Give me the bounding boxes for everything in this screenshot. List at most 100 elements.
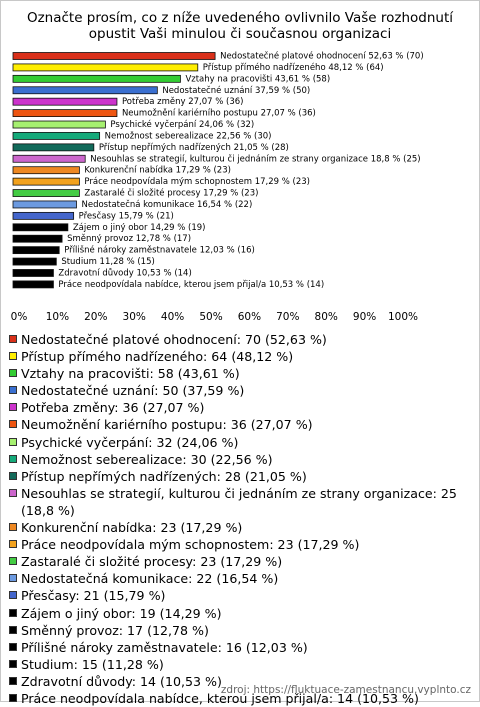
- legend-label: Zastaralé či složité procesy: 23 (17,29 …: [21, 554, 283, 570]
- legend-swatch: [9, 352, 17, 361]
- x-tick-label: 80%: [315, 311, 338, 323]
- x-tick-label: 10%: [46, 311, 69, 323]
- legend-swatch: [9, 471, 17, 480]
- bar: [12, 86, 158, 95]
- bar-label: Nedostatečné uznání 37,59 % (50): [162, 85, 310, 96]
- bar: [12, 154, 86, 163]
- legend-swatch: [9, 488, 17, 497]
- legend-swatch: [9, 437, 17, 446]
- bar: [12, 189, 80, 197]
- x-tick-label: 50%: [199, 311, 222, 323]
- legend-swatch: [9, 335, 17, 343]
- legend-item: Přesčasy: 21 (15,79 %): [7, 587, 475, 604]
- legend-item: Zastaralé či složité procesy: 23 (17,29 …: [7, 553, 475, 570]
- bar: [12, 211, 75, 220]
- legend-label: Práce neodpovídala mým schopnostem: 23 (…: [21, 537, 360, 553]
- bar: [12, 177, 80, 186]
- legend-item: Nesouhlas se strategií, kulturou či jedn…: [7, 485, 475, 519]
- legend-label: Nedostatečná komunikace: 22 (16,54 %): [21, 571, 279, 587]
- legend-swatch: [9, 608, 17, 617]
- legend-label: Vztahy na pracovišti: 58 (43,61 %): [21, 366, 240, 382]
- bar: [12, 143, 95, 152]
- bar-label: Práce neodpovídala nabídce, kterou jsem …: [58, 280, 324, 290]
- legend-item: Potřeba změny: 36 (27,07 %): [7, 399, 475, 416]
- legend-item: Vztahy na pracovišti: 58 (43,61 %): [7, 365, 475, 382]
- bar-label: Práce neodpovídala mým schopnostem 17,29…: [84, 177, 310, 187]
- legend-label: Neumožnění kariérního postupu: 36 (27,07…: [21, 417, 313, 433]
- chart-title: Označte prosím, co z níže uvedeného ovli…: [27, 10, 454, 26]
- legend-label: Zdravotní důvody: 14 (10,53 %): [21, 673, 222, 689]
- bar: [12, 280, 54, 289]
- x-tick-label: 30%: [123, 311, 146, 323]
- legend-item: Nedostatečná komunikace: 22 (16,54 %): [7, 570, 475, 587]
- legend-swatch: [9, 625, 17, 634]
- legend-label: Směnný provoz: 17 (12,78 %): [21, 622, 209, 638]
- bar-label: Potřeba změny 27,07 % (36): [122, 97, 244, 107]
- legend-swatch: [9, 591, 17, 600]
- legend-item: Konkurenční nabídka: 23 (17,29 %): [7, 519, 475, 536]
- legend-swatch: [9, 454, 17, 463]
- bar: [12, 257, 57, 266]
- legend-label: Konkurenční nabídka: 23 (17,29 %): [21, 520, 243, 536]
- legend-swatch: [9, 523, 17, 532]
- legend-swatch: [9, 386, 17, 395]
- legend-label: Nesouhlas se strategií, kulturou či jedn…: [21, 485, 457, 518]
- legend-item: Práce neodpovídala mým schopnostem: 23 (…: [7, 536, 475, 553]
- legend-label: Přesčasy: 21 (15,79 %): [21, 588, 166, 604]
- legend-item: Nemožnost seberealizace: 30 (22,56 %): [7, 451, 475, 468]
- bar-label: Konkurenční nabídka 17,29 % (23): [84, 165, 231, 176]
- bar: [12, 269, 54, 277]
- legend-swatch: [9, 540, 17, 549]
- bar: [12, 120, 106, 129]
- x-tick-label: 20%: [84, 311, 107, 323]
- bar-label: Neumožnění kariérního postupu 27,07 % (3…: [122, 108, 316, 119]
- legend-swatch: [9, 642, 17, 651]
- bar: [12, 74, 181, 83]
- x-tick-label: 90%: [353, 311, 376, 323]
- legend-item: Psychické vyčerpání: 32 (24,06 %): [7, 434, 475, 451]
- legend-label: Přístup nepřímých nadřízených: 28 (21,05…: [21, 468, 307, 484]
- legend-item: Směnný provoz: 17 (12,78 %): [7, 622, 475, 639]
- bar-label: Psychické vyčerpání 24,06 % (32): [110, 119, 254, 130]
- legend-item: Přístup přímého nadřízeného: 64 (48,12 %…: [7, 348, 475, 365]
- legend-item: Přílišné nároky zaměstnavatele: 16 (12,0…: [7, 639, 475, 656]
- bar: [12, 234, 63, 243]
- legend-item: Neumožnění kariérního postupu: 36 (27,07…: [7, 416, 475, 433]
- bar: [12, 63, 199, 72]
- bar-label: Zastaralé či složité procesy 17,29 % (23…: [84, 188, 258, 199]
- legend-label: Přílišné nároky zaměstnavatele: 16 (12,0…: [21, 639, 308, 655]
- bar-label: Zdravotní důvody 10,53 % (14): [58, 267, 191, 278]
- legend-item: Zdravotní důvody: 14 (10,53 %): [7, 673, 475, 690]
- legend-swatch: [9, 693, 17, 702]
- legend-label: Zájem o jiný obor: 19 (14,29 %): [21, 605, 222, 621]
- chart: Označte prosím, co z níže uvedeného ovli…: [11, 10, 455, 323]
- bar-label: Přílišné nároky zaměstnavatele 12,03 % (…: [64, 245, 255, 256]
- bar: [12, 132, 101, 140]
- bar: [12, 52, 216, 60]
- bar: [12, 246, 60, 255]
- bar-label: Směnný provoz 12,78 % (17): [67, 234, 191, 244]
- bar: [12, 166, 80, 175]
- legend-label: Nedostatečné uznání: 50 (37,59 %): [21, 383, 245, 399]
- bar: [12, 97, 118, 106]
- bar-label: Nedostatečné platové ohodnocení 52,63 % …: [220, 51, 424, 62]
- legend-label: Přístup přímého nadřízeného: 64 (48,12 %…: [21, 349, 294, 365]
- legend-label: Nemožnost seberealizace: 30 (22,56 %): [21, 451, 273, 467]
- legend: Nedostatečné platové ohodnocení: 70 (52,…: [7, 331, 475, 707]
- legend-label: Nedostatečné platové ohodnocení: 70 (52,…: [21, 332, 327, 347]
- legend-label: Studium: 15 (11,28 %): [21, 656, 164, 672]
- bar-label: Nedostatečná komunikace 16,54 % (22): [82, 199, 253, 210]
- bar-label: Zájem o jiný obor 14,29 % (19): [73, 223, 206, 233]
- bar-label: Nesouhlas se strategií, kulturou či jedn…: [90, 153, 420, 164]
- legend-swatch: [9, 557, 17, 566]
- bar-label: Vztahy na pracovišti 43,61 % (58): [185, 73, 330, 84]
- legend-item: Studium: 15 (11,28 %): [7, 656, 475, 673]
- legend-item: Přístup nepřímých nadřízených: 28 (21,05…: [7, 468, 475, 485]
- x-tick-label: 40%: [161, 311, 184, 323]
- bar-label: Studium 11,28 % (15): [61, 257, 155, 267]
- legend-swatch: [9, 659, 17, 668]
- bar-label: Přístup přímého nadřízeného 48,12 % (64): [203, 62, 384, 73]
- source: zdroj: https://fluktuace-zamestnancu.vyp…: [220, 684, 471, 696]
- legend-swatch: [9, 403, 17, 412]
